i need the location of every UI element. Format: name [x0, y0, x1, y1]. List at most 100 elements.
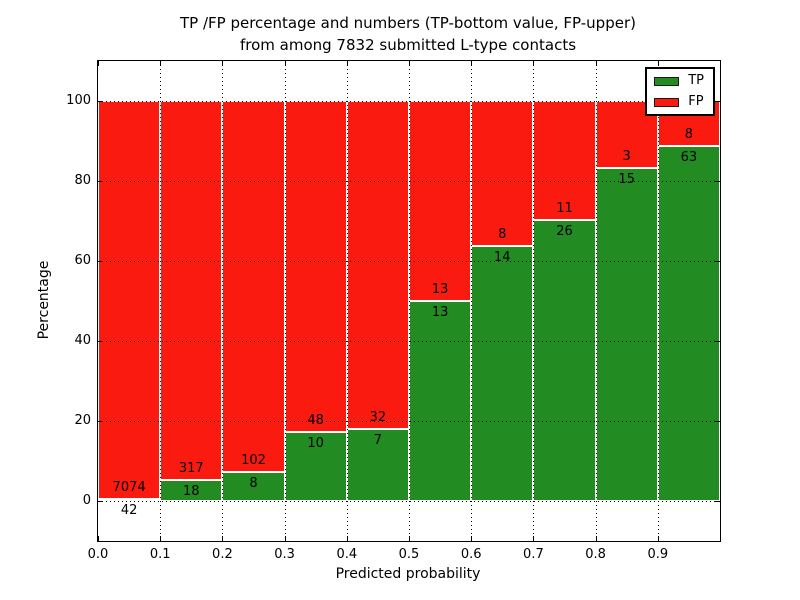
fp-count-label: 8	[498, 227, 507, 243]
gridline-vertical	[471, 61, 473, 541]
chart-title: TP /FP percentage and numbers (TP-bottom…	[97, 12, 719, 56]
tp-swatch-icon	[654, 76, 680, 86]
y-axis-title: Percentage	[36, 260, 52, 340]
tick-mark-top	[284, 61, 286, 66]
gridline-vertical	[346, 61, 348, 541]
tick-mark-top	[595, 61, 597, 66]
tp-count-label: 10	[307, 436, 324, 452]
legend-entry-fp: FP	[654, 95, 704, 109]
tick-mark-top	[657, 61, 659, 66]
tick-mark-top	[98, 61, 99, 66]
tick-mark-top	[471, 61, 473, 66]
fp-count-label: 11	[556, 200, 573, 216]
tp-count-label: 26	[556, 223, 573, 239]
chart-title-line1: TP /FP percentage and numbers (TP-bottom…	[180, 14, 636, 32]
gridline-vertical	[657, 61, 659, 541]
tick-mark-left	[98, 101, 103, 102]
tp-count-label: 7	[373, 433, 383, 449]
bar-segment-fp	[98, 101, 161, 499]
x-axis-title: Predicted probability	[335, 566, 481, 582]
tick-mark-right	[715, 341, 720, 342]
bar-segment-tp	[657, 146, 720, 501]
bar-segment-tp	[98, 498, 161, 501]
bar-segment-fp	[222, 101, 285, 472]
x-tick-label: 0.9	[647, 547, 669, 562]
tick-mark-top	[346, 61, 348, 66]
x-tick-label: 0.7	[523, 547, 544, 562]
fp-count-label: 7074	[112, 479, 146, 495]
bar-segment-tp	[595, 167, 658, 501]
fp-count-label: 3	[622, 148, 631, 164]
tick-mark-right	[715, 261, 720, 262]
bar-segment-tp	[409, 301, 472, 501]
bar-segment-tp	[284, 432, 347, 501]
fp-count-label: 8	[684, 127, 694, 143]
tick-mark-bottom	[160, 536, 162, 541]
tick-mark-left	[98, 261, 103, 262]
tick-mark-bottom	[657, 536, 659, 541]
tick-mark-bottom	[409, 536, 410, 541]
tick-mark-left	[98, 181, 103, 182]
gridline-vertical	[160, 61, 162, 541]
y-tick-label: 40	[74, 333, 91, 348]
x-tick-label: 0.8	[585, 547, 606, 562]
tick-mark-right	[715, 421, 720, 422]
gridline-vertical	[595, 61, 597, 541]
y-tick-label: 80	[74, 173, 91, 188]
bar-segment-fp	[471, 101, 534, 247]
tick-mark-left	[98, 341, 103, 342]
tick-mark-top	[533, 61, 535, 66]
fp-count-label: 32	[369, 410, 387, 426]
gridline-vertical	[284, 61, 286, 541]
tick-mark-right	[715, 181, 720, 182]
y-tick-label: 60	[74, 253, 91, 268]
tp-count-label: 13	[431, 305, 449, 320]
tick-mark-bottom	[284, 536, 286, 541]
x-tick-label: 0.6	[460, 547, 482, 562]
y-tick-label: 20	[74, 413, 91, 428]
x-tick-label: 0.5	[398, 547, 420, 562]
gridline-vertical	[409, 61, 410, 541]
tick-mark-right	[715, 101, 720, 102]
tp-count-label: 63	[680, 150, 698, 166]
tp-count-label: 14	[494, 250, 511, 266]
tick-mark-right	[715, 501, 720, 502]
bar-segment-tp	[222, 471, 285, 501]
tick-mark-left	[98, 501, 103, 502]
x-tick-label: 0.2	[212, 547, 233, 562]
bar-segment-fp	[284, 101, 347, 433]
tick-mark-top	[222, 61, 224, 66]
fp-swatch-icon	[654, 97, 680, 107]
tick-mark-bottom	[471, 536, 473, 541]
x-tick-label: 0.3	[274, 547, 295, 562]
legend-label-tp: TP	[688, 73, 704, 88]
bar-segment-tp	[471, 246, 534, 501]
chart-title-line2: from among 7832 submitted L-type contact…	[239, 36, 577, 54]
bar-segment-fp	[409, 101, 472, 301]
plot-area: TP FP 7074 42 317 18 102 8 48 10 32 7 13 13 8 14 11 26 3…	[66, 60, 721, 562]
legend: TP FP	[645, 67, 715, 116]
tick-mark-bottom	[595, 536, 597, 541]
tp-count-label: 42	[120, 502, 138, 518]
x-tick-label: 0.0	[87, 547, 109, 562]
legend-entry-tp: TP	[654, 74, 704, 88]
tick-mark-bottom	[346, 536, 348, 541]
tp-count-label: 8	[249, 475, 258, 491]
x-tick-label: 0.1	[149, 547, 171, 562]
y-tick-label: 0	[82, 493, 91, 508]
gridline-vertical	[533, 61, 535, 541]
x-tick-label: 0.4	[336, 547, 358, 562]
fp-count-label: 317	[178, 460, 204, 476]
legend-label-fp: FP	[688, 94, 704, 109]
tick-mark-left	[98, 421, 103, 422]
tick-mark-bottom	[222, 536, 224, 541]
tp-count-label: 15	[618, 171, 635, 187]
tp-count-label: 18	[183, 483, 200, 499]
tick-mark-top	[160, 61, 162, 66]
fp-count-label: 48	[307, 413, 324, 429]
fp-count-label: 13	[431, 282, 449, 297]
tick-mark-bottom	[98, 536, 99, 541]
fp-count-label: 102	[241, 452, 266, 468]
tick-mark-bottom	[533, 536, 535, 541]
bar-segment-tp	[533, 219, 596, 501]
